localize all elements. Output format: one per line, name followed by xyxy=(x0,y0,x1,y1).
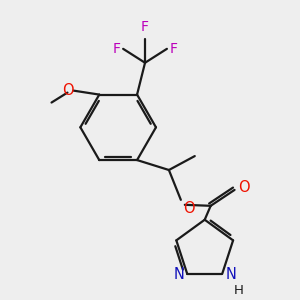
Text: O: O xyxy=(238,180,250,195)
Text: F: F xyxy=(170,42,178,56)
Text: F: F xyxy=(141,20,149,34)
Text: N: N xyxy=(173,267,184,282)
Text: F: F xyxy=(112,42,120,56)
Text: H: H xyxy=(234,284,244,297)
Text: O: O xyxy=(183,201,194,216)
Text: N: N xyxy=(225,267,236,282)
Text: O: O xyxy=(62,83,74,98)
